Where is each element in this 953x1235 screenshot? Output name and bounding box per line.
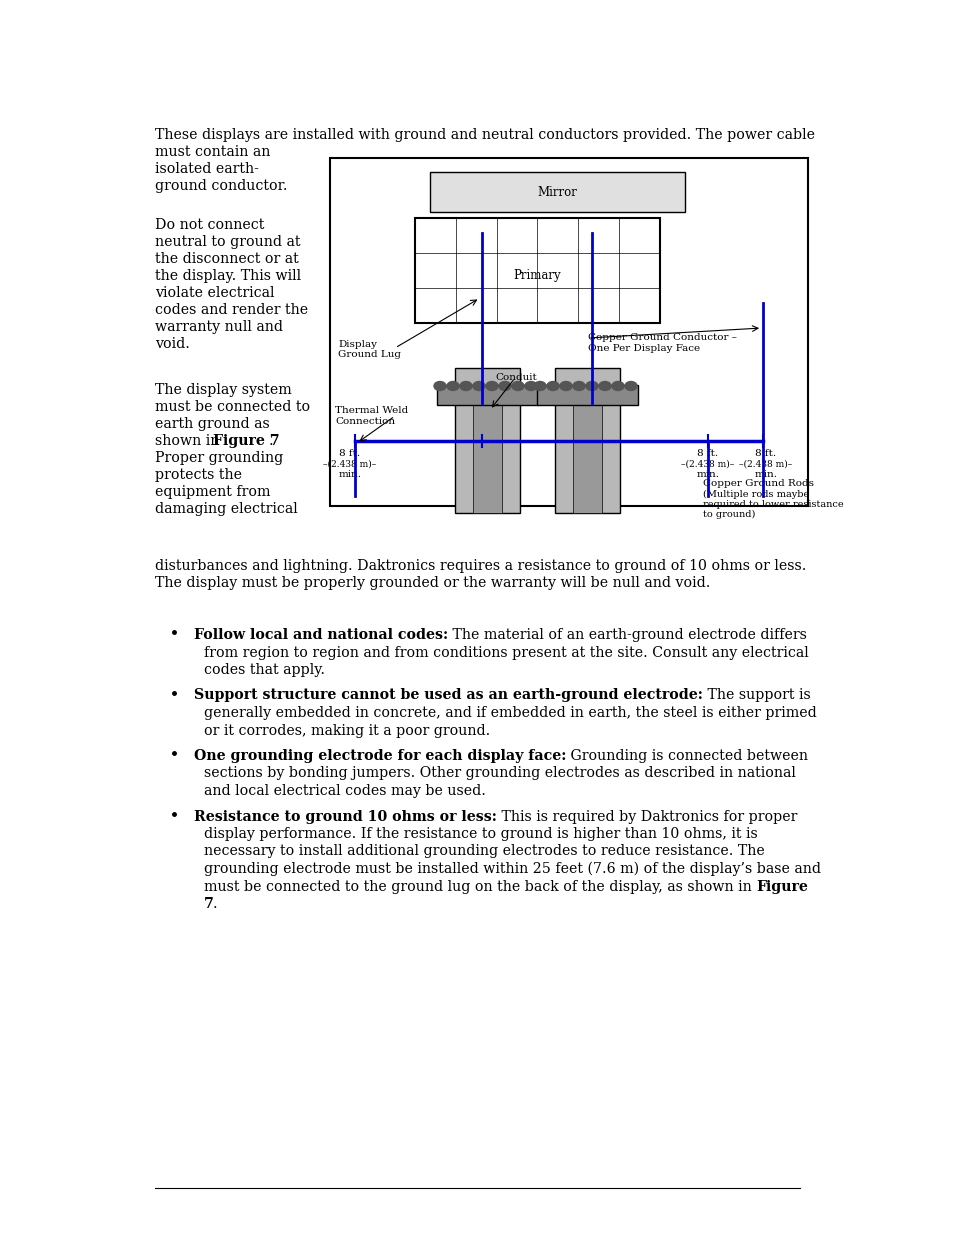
- Ellipse shape: [612, 382, 623, 390]
- Bar: [473, 393, 501, 513]
- Text: The support is: The support is: [702, 688, 810, 703]
- Text: These displays are installed with ground and neutral conductors provided. The po: These displays are installed with ground…: [154, 128, 814, 142]
- Text: 8 ft.: 8 ft.: [697, 450, 718, 458]
- Bar: [436, 385, 537, 405]
- Text: ground conductor.: ground conductor.: [154, 179, 287, 193]
- Text: must be connected to: must be connected to: [154, 400, 310, 414]
- Ellipse shape: [524, 382, 537, 390]
- Ellipse shape: [512, 382, 523, 390]
- Text: from region to region and from conditions present at the site. Consult any elect: from region to region and from condition…: [204, 646, 808, 659]
- Text: .: .: [213, 897, 217, 911]
- Text: Ground Lug: Ground Lug: [337, 350, 400, 359]
- Text: shown in: shown in: [154, 433, 224, 448]
- Text: The material of an earth-ground electrode differs: The material of an earth-ground electrod…: [448, 629, 806, 642]
- Text: Figure 7: Figure 7: [213, 433, 279, 448]
- Ellipse shape: [459, 382, 472, 390]
- Text: min.: min.: [338, 471, 361, 479]
- Text: 8 ft.: 8 ft.: [339, 450, 360, 458]
- Ellipse shape: [585, 382, 598, 390]
- Text: Display: Display: [337, 340, 376, 350]
- Text: .: .: [269, 433, 274, 448]
- Bar: [573, 393, 601, 513]
- Text: codes and render the: codes and render the: [154, 303, 308, 317]
- Text: 8 ft.: 8 ft.: [755, 450, 776, 458]
- Text: The display must be properly grounded or the warranty will be null and void.: The display must be properly grounded or…: [154, 576, 710, 590]
- Text: Copper Ground Conductor –: Copper Ground Conductor –: [587, 333, 737, 342]
- Bar: [415, 219, 659, 324]
- Text: violate electrical: violate electrical: [154, 287, 274, 300]
- Text: The display system: The display system: [154, 383, 292, 396]
- Bar: [555, 368, 619, 513]
- Ellipse shape: [598, 382, 610, 390]
- Text: sections by bonding jumpers. Other grounding electrodes as described in national: sections by bonding jumpers. Other groun…: [204, 767, 795, 781]
- Text: Thermal Weld: Thermal Weld: [335, 406, 408, 415]
- Text: Proper grounding: Proper grounding: [154, 451, 283, 466]
- Text: protects the: protects the: [154, 468, 242, 482]
- Ellipse shape: [546, 382, 558, 390]
- Text: Figure: Figure: [756, 879, 807, 893]
- Text: equipment from: equipment from: [154, 485, 271, 499]
- Text: One Per Display Face: One Per Display Face: [587, 345, 700, 353]
- Text: Copper Ground Rods: Copper Ground Rods: [702, 479, 813, 488]
- Text: –(2.438 m)–: –(2.438 m)–: [739, 459, 792, 469]
- Text: or it corrodes, making it a poor ground.: or it corrodes, making it a poor ground.: [204, 724, 490, 737]
- Text: Follow local and national codes:: Follow local and national codes:: [193, 629, 448, 642]
- Text: codes that apply.: codes that apply.: [204, 663, 325, 677]
- Ellipse shape: [559, 382, 572, 390]
- Text: Resistance to ground 10 ohms or less:: Resistance to ground 10 ohms or less:: [193, 809, 497, 824]
- Text: warranty null and: warranty null and: [154, 320, 283, 333]
- Ellipse shape: [434, 382, 446, 390]
- Ellipse shape: [573, 382, 584, 390]
- Text: void.: void.: [154, 337, 190, 351]
- Text: min.: min.: [754, 471, 777, 479]
- Text: Support structure cannot be used as an earth-ground electrode:: Support structure cannot be used as an e…: [193, 688, 702, 703]
- Text: Mirror: Mirror: [537, 185, 577, 199]
- Ellipse shape: [447, 382, 458, 390]
- Text: and local electrical codes may be used.: and local electrical codes may be used.: [204, 784, 485, 798]
- Bar: [430, 172, 684, 212]
- Text: (Multiple rods maybe: (Multiple rods maybe: [702, 490, 808, 499]
- Ellipse shape: [485, 382, 497, 390]
- Bar: [330, 158, 807, 506]
- Text: Primary: Primary: [513, 269, 560, 282]
- Text: necessary to install additional grounding electrodes to reduce resistance. The: necessary to install additional groundin…: [204, 845, 764, 858]
- Text: must be connected to the ground lug on the back of the display, as shown in: must be connected to the ground lug on t…: [204, 879, 756, 893]
- Text: This is required by Daktronics for proper: This is required by Daktronics for prope…: [497, 809, 797, 824]
- Text: grounding electrode must be installed within 25 feet (7.6 m) of the display’s ba: grounding electrode must be installed wi…: [204, 862, 821, 877]
- Ellipse shape: [624, 382, 637, 390]
- Text: neutral to ground at: neutral to ground at: [154, 235, 300, 249]
- Text: Conduit: Conduit: [495, 373, 537, 382]
- Bar: [537, 385, 638, 405]
- Ellipse shape: [473, 382, 484, 390]
- Text: display performance. If the resistance to ground is higher than 10 ohms, it is: display performance. If the resistance t…: [204, 827, 757, 841]
- Text: Do not connect: Do not connect: [154, 219, 264, 232]
- Text: required to lower resistance: required to lower resistance: [702, 500, 842, 509]
- Bar: [455, 368, 519, 513]
- Text: generally embedded in concrete, and if embedded in earth, the steel is either pr: generally embedded in concrete, and if e…: [204, 706, 816, 720]
- Ellipse shape: [534, 382, 545, 390]
- Text: the display. This will: the display. This will: [154, 269, 301, 283]
- Text: One grounding electrode for each display face:: One grounding electrode for each display…: [193, 748, 566, 763]
- Text: isolated earth-: isolated earth-: [154, 162, 258, 177]
- Text: must contain an: must contain an: [154, 144, 270, 159]
- Text: earth ground as: earth ground as: [154, 417, 270, 431]
- Text: damaging electrical: damaging electrical: [154, 501, 297, 516]
- Text: to ground): to ground): [702, 510, 755, 519]
- Text: disturbances and lightning. Daktronics requires a resistance to ground of 10 ohm: disturbances and lightning. Daktronics r…: [154, 559, 805, 573]
- Text: the disconnect or at: the disconnect or at: [154, 252, 298, 266]
- Text: Connection: Connection: [335, 417, 395, 426]
- Text: min.: min.: [696, 471, 719, 479]
- Ellipse shape: [498, 382, 511, 390]
- Text: –(2.438 m)–: –(2.438 m)–: [680, 459, 734, 469]
- Text: –(2.438 m)–: –(2.438 m)–: [323, 459, 376, 469]
- Text: 7: 7: [204, 897, 213, 911]
- Text: Grounding is connected between: Grounding is connected between: [566, 748, 807, 763]
